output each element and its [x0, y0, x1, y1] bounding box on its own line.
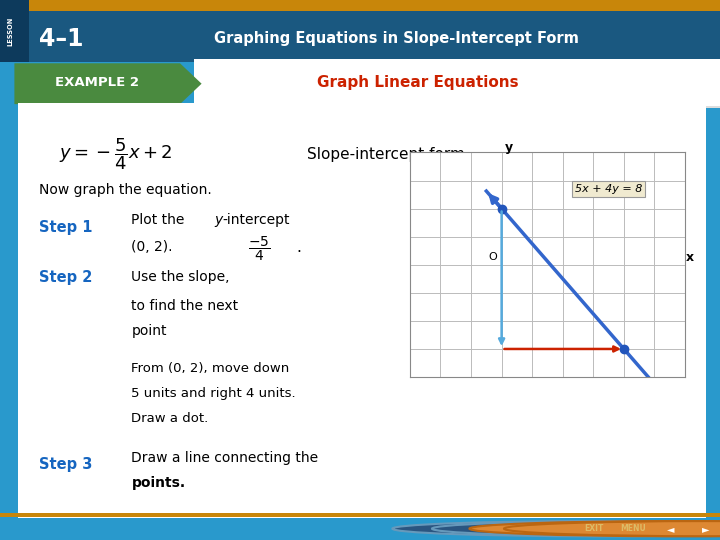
Circle shape [469, 521, 720, 536]
Text: points.: points. [132, 476, 186, 490]
Text: Graph Linear Equations: Graph Linear Equations [317, 75, 518, 90]
Text: -intercept: -intercept [222, 213, 289, 227]
Text: 4–1: 4–1 [39, 26, 84, 51]
Text: O: O [488, 252, 497, 262]
Bar [0, 513, 720, 517]
Text: to find the next: to find the next [132, 299, 238, 313]
Text: $y = -\dfrac{5}{4}x + 2$: $y = -\dfrac{5}{4}x + 2$ [59, 137, 173, 172]
Text: ►: ► [702, 524, 709, 534]
Text: Answer:: Answer: [444, 181, 521, 199]
Text: ◄: ◄ [667, 524, 675, 534]
Text: point: point [132, 325, 167, 338]
Text: (0, 2).: (0, 2). [132, 240, 173, 254]
Bar [0, 0, 29, 62]
Text: From (0, 2), move down: From (0, 2), move down [132, 362, 289, 375]
Text: x: x [685, 251, 693, 264]
Text: y: y [214, 213, 222, 227]
Text: Slope-intercept form: Slope-intercept form [307, 147, 464, 162]
Text: EXAMPLE 2: EXAMPLE 2 [55, 76, 139, 89]
Text: y: y [505, 141, 513, 154]
Text: Step 1: Step 1 [39, 220, 92, 235]
Text: Draw a line connecting the: Draw a line connecting the [132, 451, 318, 465]
FancyBboxPatch shape [12, 99, 711, 522]
Text: 5 units and right 4 units.: 5 units and right 4 units. [132, 387, 296, 400]
Polygon shape [14, 63, 202, 104]
Text: Step 3: Step 3 [39, 457, 92, 472]
Text: Plot the: Plot the [132, 213, 189, 227]
Text: Use the slope,: Use the slope, [132, 270, 230, 284]
Circle shape [504, 521, 720, 536]
Text: EXIT: EXIT [585, 524, 603, 533]
Circle shape [432, 521, 720, 536]
Bar [0, 0, 720, 11]
Bar [0, 11, 720, 62]
Text: LESSON: LESSON [8, 16, 14, 46]
Text: .: . [297, 240, 302, 255]
Text: Now graph the equation.: Now graph the equation. [39, 183, 212, 197]
Text: $\dfrac{-5}{4}$: $\dfrac{-5}{4}$ [248, 235, 271, 263]
Text: Graphing Equations in Slope-Intercept Form: Graphing Equations in Slope-Intercept Fo… [214, 31, 578, 46]
Text: Draw a dot.: Draw a dot. [132, 412, 209, 425]
Circle shape [392, 521, 720, 536]
Bar [194, 106, 720, 108]
Text: 5x + 4y = 8: 5x + 4y = 8 [575, 184, 642, 194]
Bar [194, 59, 720, 108]
Text: Step 2: Step 2 [39, 270, 92, 285]
Text: MENU: MENU [621, 524, 647, 533]
